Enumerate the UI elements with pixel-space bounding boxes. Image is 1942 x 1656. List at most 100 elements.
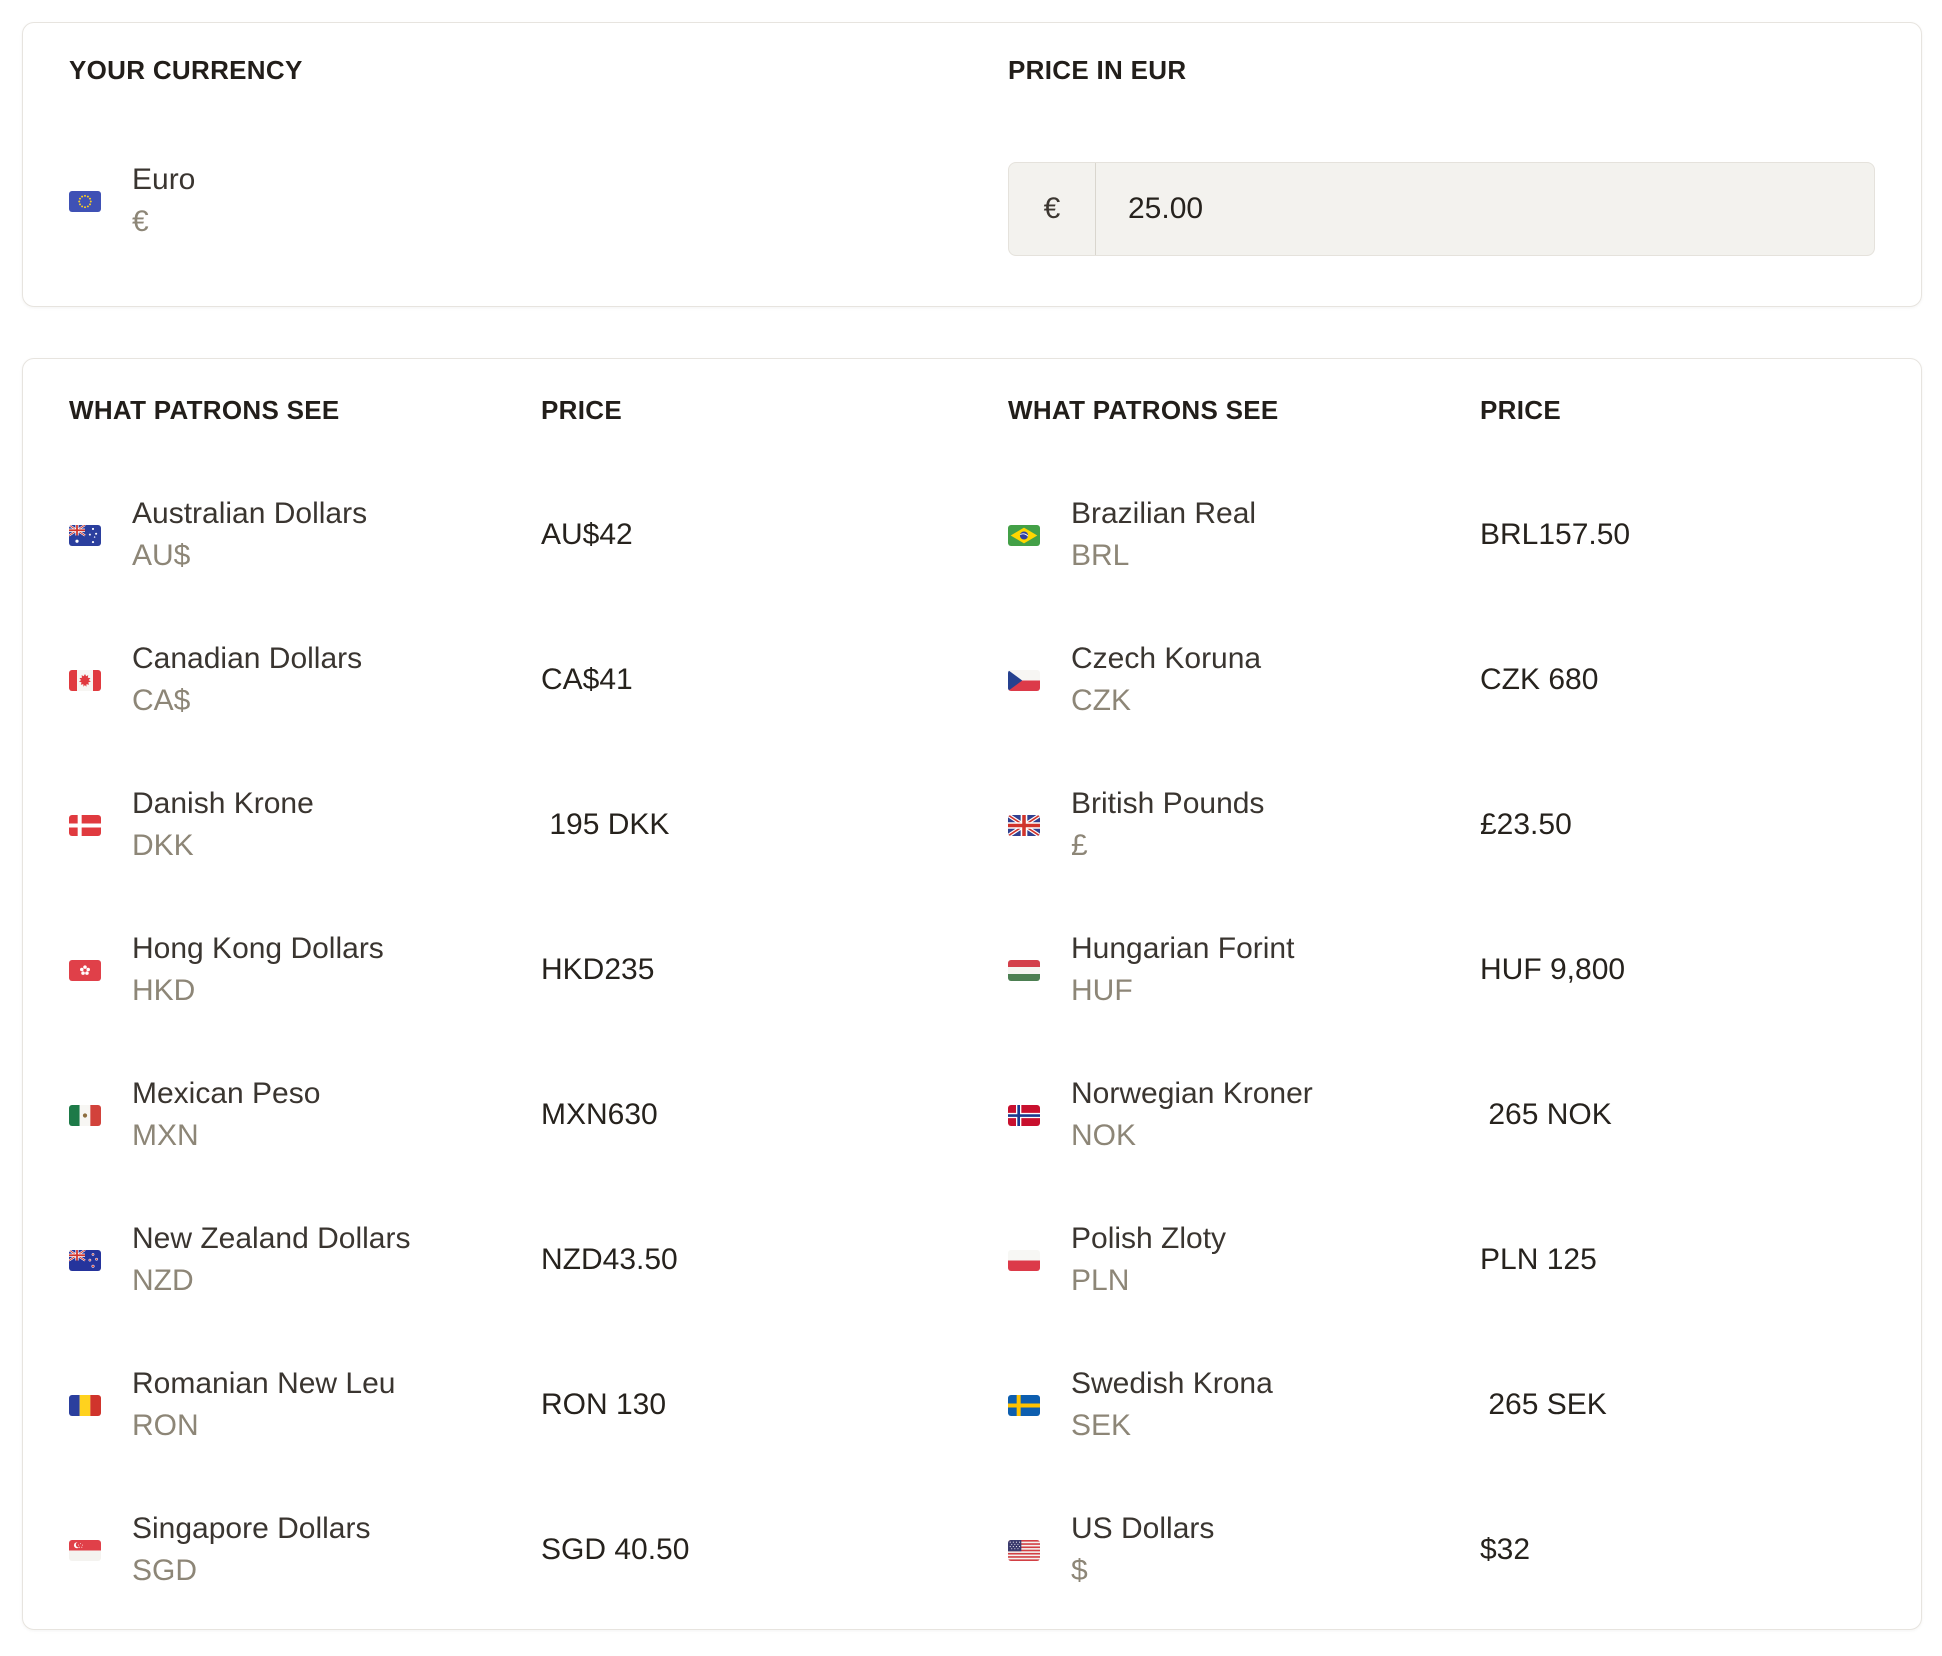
currency-code: DKK xyxy=(132,829,194,862)
currency-price: RON 130 xyxy=(541,1388,667,1421)
currency-code: $ xyxy=(1071,1554,1088,1587)
currency-price: HUF 9,800 xyxy=(1480,953,1626,986)
your-currency-panel: YOUR CURRENCY Euro € PRICE IN EUR € xyxy=(22,22,1922,307)
flag-hungary-icon xyxy=(1008,959,1040,981)
currency-row-canadian-dollars: Canadian Dollars CA$ CA$41 xyxy=(69,641,936,719)
flag-romania-icon xyxy=(69,1394,101,1416)
flag-norway-icon xyxy=(1008,1104,1040,1126)
currency-code: BRL xyxy=(1071,539,1130,572)
currency-price: HKD235 xyxy=(541,953,655,986)
currency-name: Romanian New Leu xyxy=(132,1367,396,1400)
currency-price: BRL157.50 xyxy=(1480,518,1631,551)
currency-row-mexican-peso: Mexican Peso MXN MXN630 xyxy=(69,1076,936,1154)
currency-code: MXN xyxy=(132,1119,199,1152)
currency-name: British Pounds xyxy=(1071,787,1265,820)
currency-name: Canadian Dollars xyxy=(132,642,363,675)
currency-row-danish-krone: Danish Krone DKK 195 DKK xyxy=(69,786,936,864)
currency-row-hong-kong-dollars: Hong Kong Dollars HKD HKD235 xyxy=(69,931,936,1009)
flag-mexico-icon xyxy=(69,1104,101,1126)
what-patrons-see-heading: WHAT PATRONS SEE xyxy=(1008,395,1279,425)
price-in-eur-input[interactable] xyxy=(1096,163,1874,255)
currency-price: SGD 40.50 xyxy=(541,1533,690,1566)
price-input-group: € xyxy=(1008,162,1875,256)
price-in-eur-heading: PRICE IN EUR xyxy=(1008,55,1187,85)
currency-name: New Zealand Dollars xyxy=(132,1222,411,1255)
currency-name: Hong Kong Dollars xyxy=(132,932,384,965)
currency-name: Brazilian Real xyxy=(1071,497,1257,530)
currency-name: Polish Zloty xyxy=(1071,1222,1227,1255)
currency-name: Hungarian Forint xyxy=(1071,932,1295,965)
what-patrons-see-panel: WHAT PATRONS SEE PRICE xyxy=(22,358,1922,1630)
currency-row-new-zealand-dollars: New Zealand Dollars NZD NZD43.50 xyxy=(69,1221,936,1299)
what-patrons-see-heading: WHAT PATRONS SEE xyxy=(69,395,340,425)
currency-name: Danish Krone xyxy=(132,787,314,820)
price-heading: PRICE xyxy=(1480,395,1561,425)
flag-united-kingdom-icon xyxy=(1008,814,1040,836)
patrons-column-right: WHAT PATRONS SEE PRICE Brazilian Real xyxy=(1008,393,1875,1589)
currency-row-polish-zloty: Polish Zloty PLN PLN 125 xyxy=(1008,1221,1875,1299)
flag-european-union-icon xyxy=(69,190,101,212)
currency-row-british-pounds: British Pounds £ £23.50 xyxy=(1008,786,1875,864)
flag-australia-icon xyxy=(69,524,101,546)
currency-code: AU$ xyxy=(132,539,191,572)
your-currency-column: YOUR CURRENCY Euro € xyxy=(69,53,936,256)
currency-price: NZD43.50 xyxy=(541,1243,678,1276)
currency-price: 265 SEK xyxy=(1480,1388,1607,1421)
currency-name: Euro xyxy=(132,163,196,196)
currency-row-romanian-new-leu: Romanian New Leu RON RON 130 xyxy=(69,1366,936,1444)
currency-row-singapore-dollars: Singapore Dollars SGD SGD 40.50 xyxy=(69,1511,936,1589)
currency-price: PLN 125 xyxy=(1480,1243,1597,1276)
currency-row-australian-dollars: Australian Dollars AU$ AU$42 xyxy=(69,496,936,574)
flag-czech-republic-icon xyxy=(1008,669,1040,691)
flag-hong-kong-icon xyxy=(69,959,101,981)
currency-code: HUF xyxy=(1071,974,1133,1007)
currency-code: £ xyxy=(1071,829,1088,862)
currency-name: Singapore Dollars xyxy=(132,1512,371,1545)
currency-code: CA$ xyxy=(132,684,191,717)
currency-name: Australian Dollars xyxy=(132,497,368,530)
currency-code: RON xyxy=(132,1409,199,1442)
currency-name: Czech Koruna xyxy=(1071,642,1262,675)
currency-price: CA$41 xyxy=(541,663,633,696)
currency-price: AU$42 xyxy=(541,518,633,551)
euro-prefix-label: € xyxy=(1009,163,1096,255)
currency-code: SGD xyxy=(132,1554,198,1587)
price-heading: PRICE xyxy=(541,395,622,425)
currency-row-hungarian-forint: Hungarian Forint HUF HUF 9,800 xyxy=(1008,931,1875,1009)
flag-denmark-icon xyxy=(69,814,101,836)
currency-code: NZD xyxy=(132,1264,194,1297)
currency-row-czech-koruna: Czech Koruna CZK CZK 680 xyxy=(1008,641,1875,719)
currency-code: HKD xyxy=(132,974,196,1007)
patrons-column-left: WHAT PATRONS SEE PRICE xyxy=(69,393,936,1589)
currency-price: MXN630 xyxy=(541,1098,658,1131)
your-currency-heading: YOUR CURRENCY xyxy=(69,55,303,85)
flag-brazil-icon xyxy=(1008,524,1040,546)
flag-united-states-icon xyxy=(1008,1539,1040,1561)
currency-name: US Dollars xyxy=(1071,1512,1215,1545)
currency-code: € xyxy=(132,205,149,238)
currency-name: Mexican Peso xyxy=(132,1077,321,1110)
currency-row-us-dollars: US Dollars $ $32 xyxy=(1008,1511,1875,1589)
currency-price: CZK 680 xyxy=(1480,663,1599,696)
currency-code: SEK xyxy=(1071,1409,1132,1442)
currency-code: CZK xyxy=(1071,684,1131,717)
currency-row-brazilian-real: Brazilian Real BRL BRL157.50 xyxy=(1008,496,1875,574)
selected-currency-row: Euro € xyxy=(69,162,936,240)
price-in-eur-column: PRICE IN EUR € xyxy=(1008,53,1875,256)
flag-singapore-icon xyxy=(69,1539,101,1561)
flag-sweden-icon xyxy=(1008,1394,1040,1416)
currency-code: NOK xyxy=(1071,1119,1137,1152)
currency-name: Swedish Krona xyxy=(1071,1367,1273,1400)
flag-poland-icon xyxy=(1008,1249,1040,1271)
currency-code: PLN xyxy=(1071,1264,1130,1297)
currency-name: Norwegian Kroner xyxy=(1071,1077,1313,1110)
currency-price: 195 DKK xyxy=(541,808,670,841)
flag-new-zealand-icon xyxy=(69,1249,101,1271)
currency-row-swedish-krona: Swedish Krona SEK 265 SEK xyxy=(1008,1366,1875,1444)
currency-price: $32 xyxy=(1480,1533,1531,1566)
flag-canada-icon xyxy=(69,669,101,691)
currency-price: 265 NOK xyxy=(1480,1098,1612,1131)
currency-row-norwegian-kroner: Norwegian Kroner NOK 265 NOK xyxy=(1008,1076,1875,1154)
currency-price: £23.50 xyxy=(1480,808,1572,841)
